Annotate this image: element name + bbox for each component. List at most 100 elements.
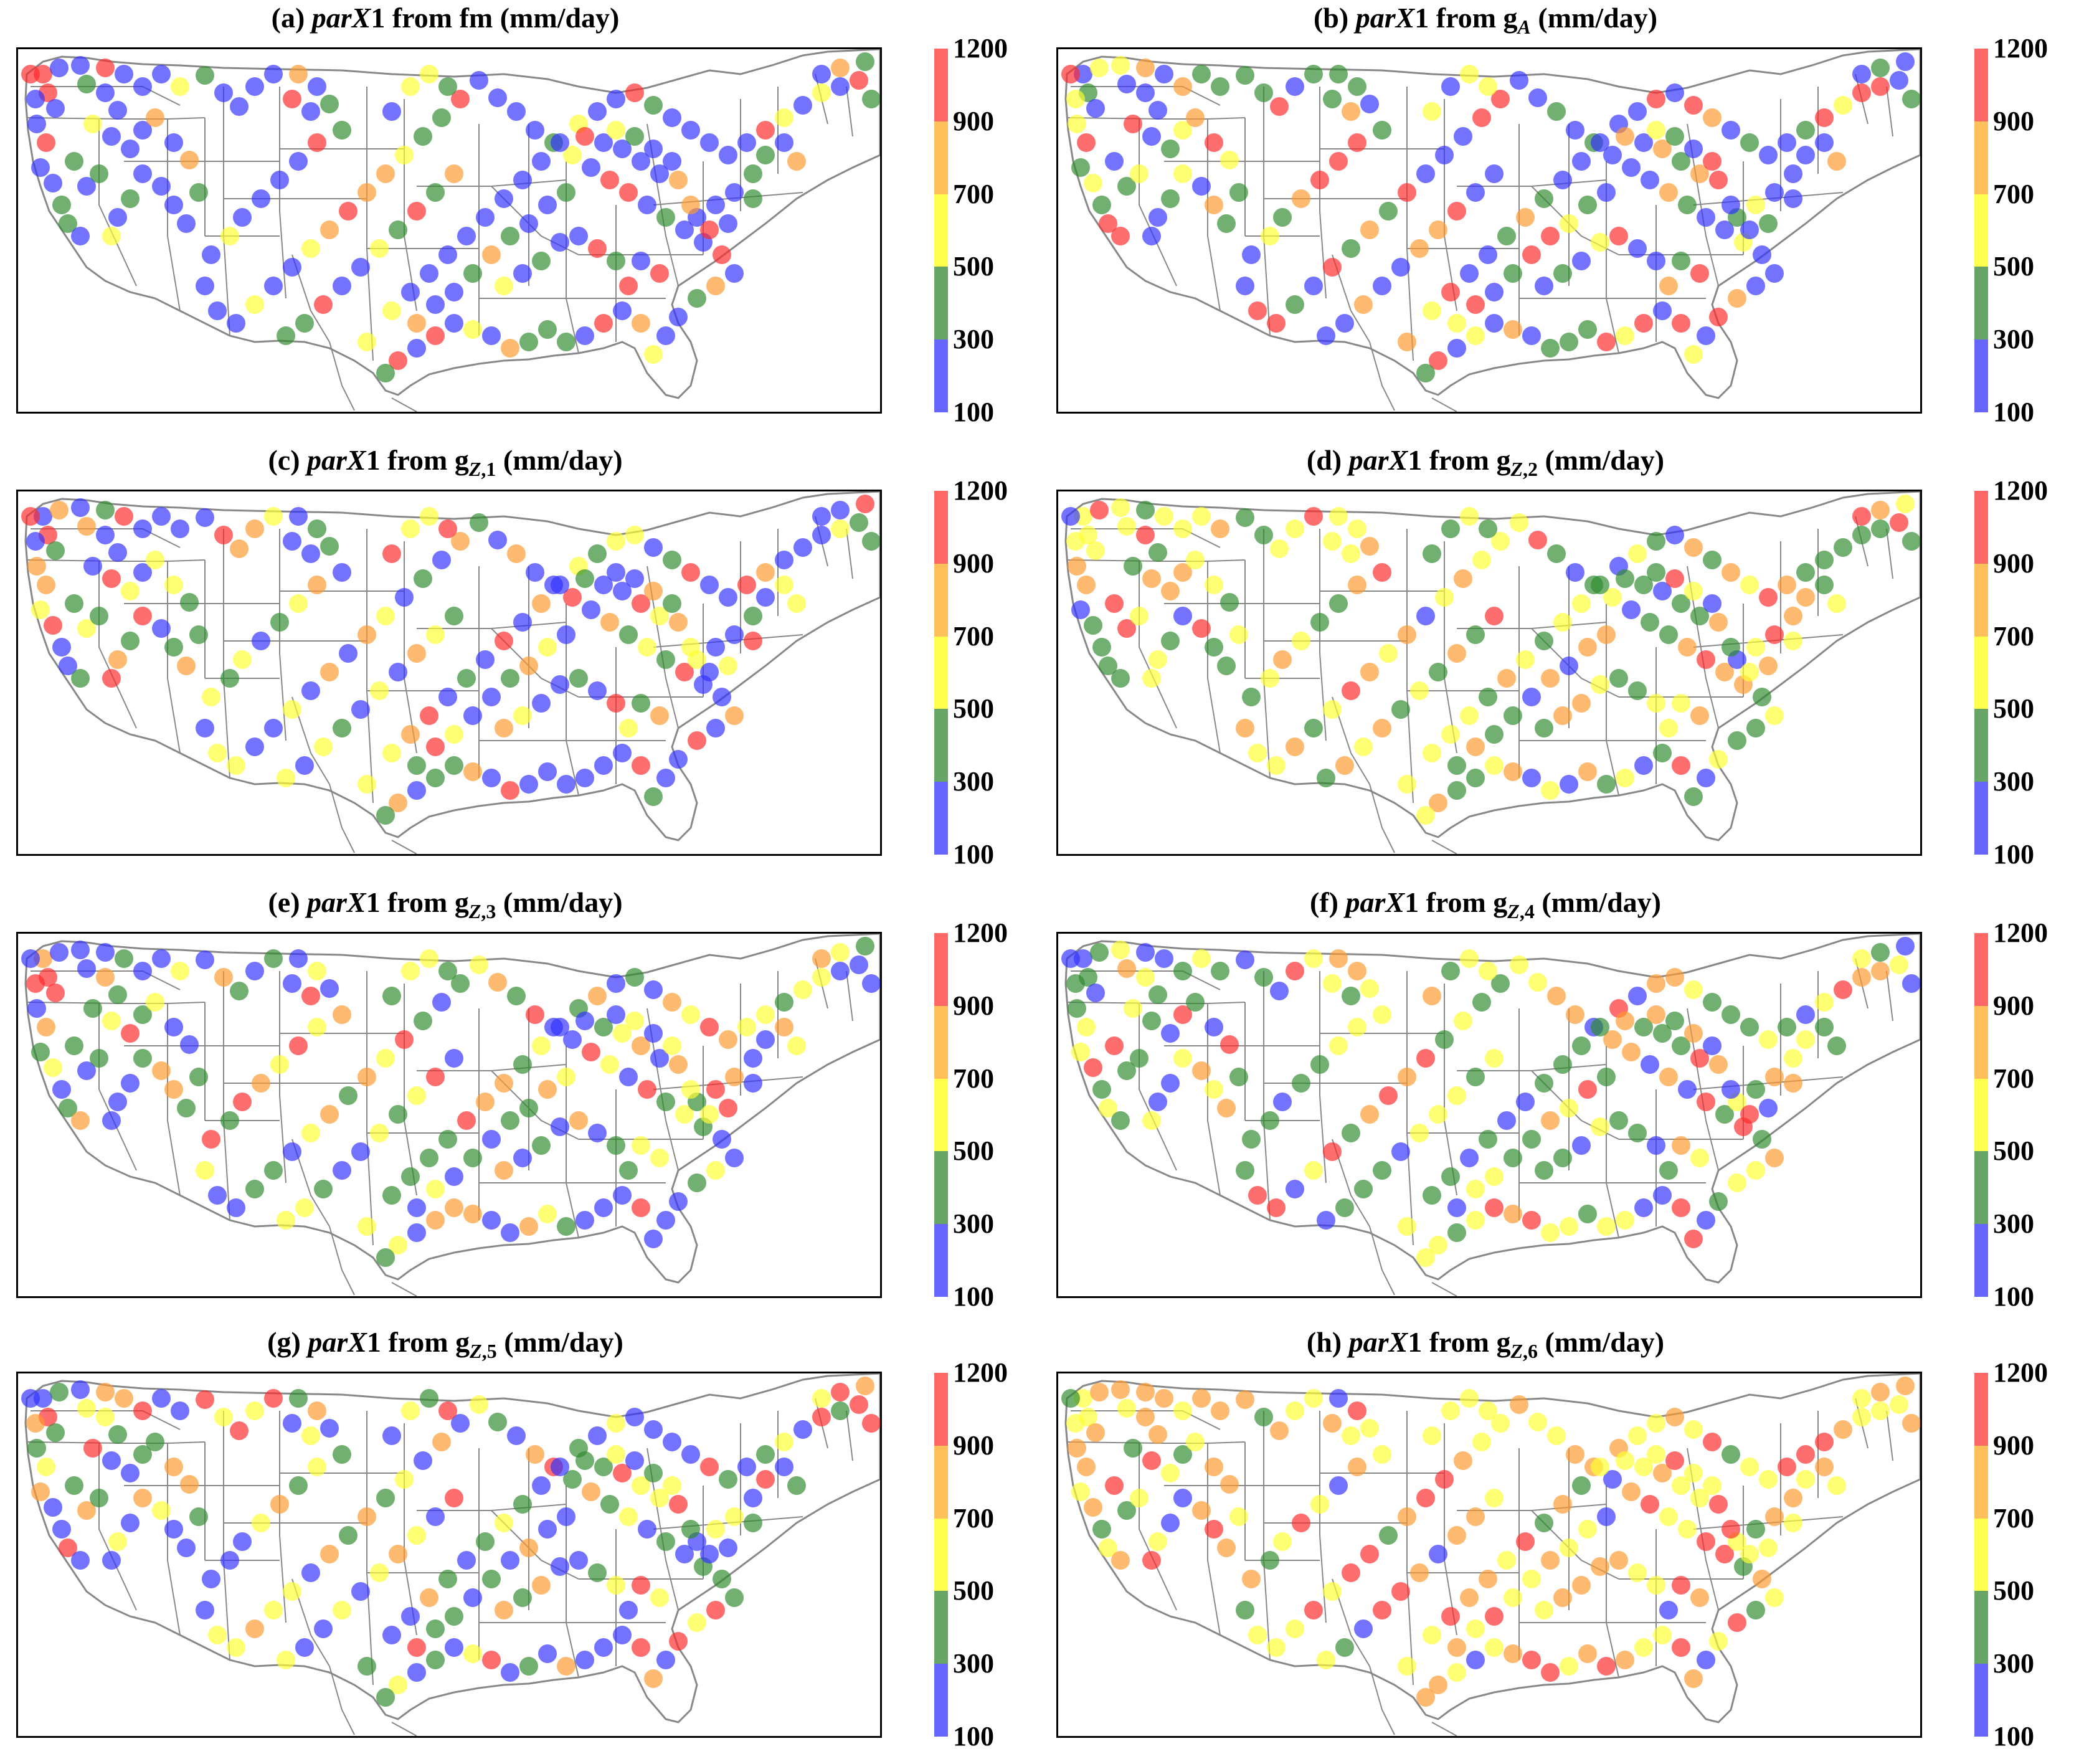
station-point (488, 531, 507, 549)
station-point (1535, 719, 1553, 737)
station-point (1628, 1563, 1647, 1582)
colorbar-segment (1974, 563, 1988, 637)
station-point (706, 1601, 725, 1619)
station-point (1722, 563, 1740, 582)
station-point (152, 177, 171, 196)
variable-index: 1 (366, 444, 388, 476)
station-point (270, 1495, 289, 1514)
station-point (1360, 95, 1379, 113)
station-point (1896, 52, 1915, 71)
station-point (301, 681, 320, 700)
station-point (526, 563, 544, 582)
station-point (725, 264, 744, 283)
station-point (133, 607, 152, 625)
station-point (264, 277, 283, 295)
station-point (31, 1482, 50, 1501)
station-point (1360, 1105, 1379, 1124)
station-point (1665, 1408, 1684, 1426)
station-point (1765, 625, 1784, 644)
station-point (1678, 1080, 1697, 1099)
colorbar-segment (1974, 491, 1988, 564)
station-point (856, 495, 874, 513)
station-point (600, 1055, 619, 1074)
station-point (1746, 1080, 1765, 1099)
station-point (1466, 737, 1485, 756)
colorbar-segment (934, 1005, 948, 1079)
station-point (1317, 1211, 1335, 1230)
colorbar-tick-label: 900 (1993, 990, 2034, 1021)
station-point (1541, 781, 1560, 800)
station-point (1566, 121, 1584, 140)
station-point (1485, 1167, 1504, 1186)
station-point (1111, 1551, 1130, 1570)
station-point (1485, 164, 1504, 183)
station-point (407, 339, 426, 358)
station-point (1634, 133, 1653, 152)
station-point (775, 108, 793, 127)
station-point (507, 987, 526, 1005)
station-point (1628, 1426, 1647, 1445)
state-border (1263, 971, 1271, 1221)
station-point (613, 140, 632, 158)
station-point (77, 959, 96, 978)
station-point (1348, 1458, 1366, 1476)
station-point (1653, 140, 1672, 158)
colorbar-segment (934, 709, 948, 782)
unit-label: (mm/day) (496, 886, 623, 918)
station-point (96, 1408, 115, 1426)
station-point (283, 700, 301, 719)
station-point (320, 1419, 339, 1438)
state-border (1406, 971, 1414, 1246)
station-point (245, 519, 264, 538)
station-point (588, 544, 607, 563)
station-point (308, 1018, 326, 1036)
variable-name: parX (1345, 886, 1405, 918)
unit-label: (mm/day) (1530, 2, 1658, 34)
station-point (607, 532, 625, 551)
station-point (1753, 1130, 1771, 1149)
station-point (706, 277, 725, 295)
colorbar-tick-label: 1200 (1993, 1357, 2048, 1388)
colorbar-ticks: 1200 900 700 500 300 100 (953, 919, 1040, 1311)
station-point (650, 1049, 669, 1068)
station-point (333, 1445, 351, 1464)
station-point (245, 295, 264, 314)
station-point (1678, 1520, 1697, 1539)
station-point (1429, 1236, 1447, 1254)
station-point (395, 588, 414, 607)
station-point (1441, 519, 1460, 538)
station-point (264, 507, 283, 526)
station-point (289, 507, 308, 526)
station-point (1709, 171, 1728, 189)
station-point (320, 537, 339, 556)
station-point (1572, 1136, 1591, 1155)
station-point (1684, 140, 1703, 158)
station-point (1796, 146, 1815, 164)
station-point (1647, 1576, 1665, 1595)
station-point (656, 1651, 675, 1669)
station-point (1784, 1489, 1802, 1507)
map-panel: (c) parX1 from gZ,1 (mm/day) 1200 900 700 50… (0, 442, 1040, 882)
station-point (1205, 1080, 1223, 1099)
station-point (1348, 1018, 1366, 1036)
station-point (1447, 781, 1466, 800)
station-point (333, 719, 351, 737)
station-point (1130, 1049, 1149, 1068)
station-point (1161, 632, 1180, 650)
station-point (1485, 1049, 1504, 1068)
station-point (619, 1507, 638, 1526)
station-point (50, 501, 69, 519)
station-point (1416, 1688, 1435, 1707)
station-point (1784, 1074, 1802, 1093)
station-point (1902, 90, 1920, 108)
station-point (706, 1520, 725, 1539)
station-point (1429, 1105, 1447, 1124)
station-point (700, 133, 719, 152)
station-point (451, 974, 470, 993)
station-point (1342, 102, 1360, 121)
station-point (1796, 1470, 1815, 1489)
station-point (189, 1068, 208, 1086)
station-point (432, 993, 451, 1012)
station-point (644, 345, 663, 364)
station-point (1447, 202, 1466, 220)
